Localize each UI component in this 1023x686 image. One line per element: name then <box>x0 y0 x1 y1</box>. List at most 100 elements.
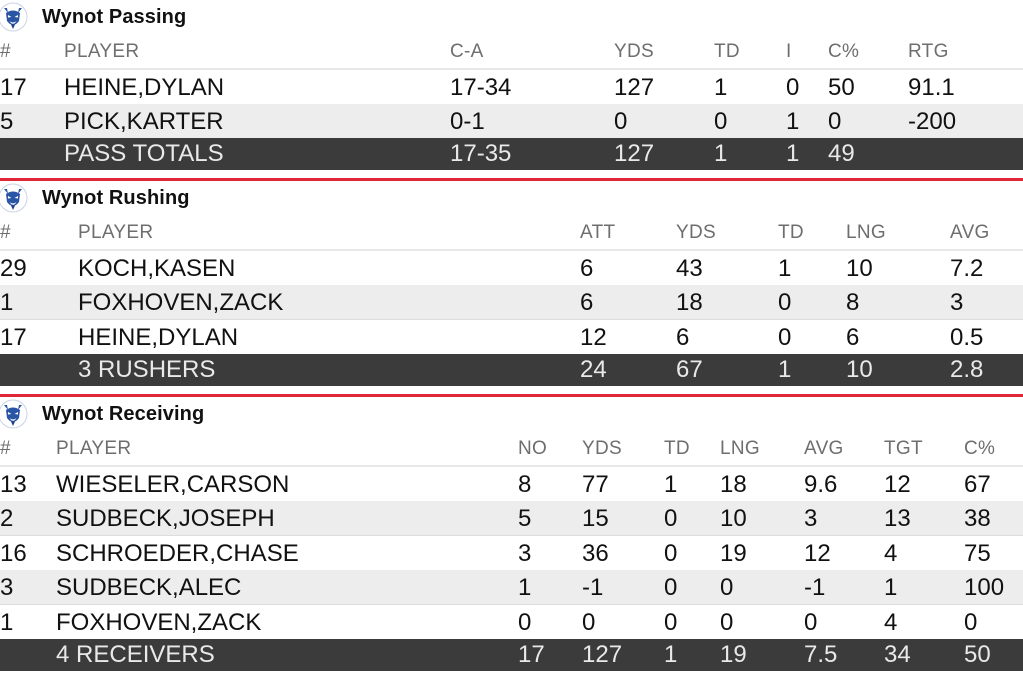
cell-avg: 3 <box>950 289 964 316</box>
cell-lng: 0 <box>720 574 734 601</box>
cell-td: 0 <box>778 289 792 316</box>
cell-att: 6 <box>580 255 594 282</box>
cell-no: 5 <box>518 505 532 532</box>
col-td: TD <box>714 41 740 62</box>
col-player: PLAYER <box>78 222 154 243</box>
cell-td: 0 <box>664 574 678 601</box>
cell-yds: 36 <box>582 540 609 567</box>
col-yds: YDS <box>614 41 654 62</box>
col-rtg: RTG <box>908 41 949 62</box>
cell-avg: 2.8 <box>950 356 984 383</box>
cell-tgt: 4 <box>884 540 898 567</box>
table-row: 13 WIESELER,CARSON 8 77 1 18 9.6 12 67 <box>0 467 1023 501</box>
cell-tgt: 12 <box>884 471 911 498</box>
cell-int: 1 <box>786 108 800 135</box>
cell-rtg: -200 <box>908 108 957 135</box>
cell-yds: 43 <box>676 255 703 282</box>
cell-avg: -1 <box>804 574 826 601</box>
cell-yds: 127 <box>614 74 655 101</box>
table-row: 2 SUDBECK,JOSEPH 5 15 0 10 3 13 38 <box>0 501 1023 535</box>
cell-player: WIESELER,CARSON <box>56 471 290 498</box>
cell-player: PICK,KARTER <box>64 108 224 135</box>
cell-lng: 8 <box>846 289 860 316</box>
table-row: 17 HEINE,DYLAN 17-34 127 1 0 50 91.1 <box>0 70 1023 104</box>
cell-no: 8 <box>518 471 532 498</box>
cell-yds: 0 <box>614 108 628 135</box>
blue-devil-logo-icon <box>0 183 28 213</box>
table-row: 16 SCHROEDER,CHASE 3 36 0 19 12 4 75 <box>0 535 1023 570</box>
col-cpct: C% <box>964 438 996 459</box>
passing-column-headers: # PLAYER C-A YDS TD I C% RTG <box>0 36 1023 70</box>
passing-total-row: PASS TOTALS 17-35 127 1 1 49 <box>0 138 1023 170</box>
cell-yds: 67 <box>676 356 703 383</box>
cell-number: 13 <box>0 471 27 498</box>
col-number: # <box>0 438 11 459</box>
cell-rtg: 91.1 <box>908 74 955 101</box>
passing-section: Wynot Passing # PLAYER C-A YDS TD I C% R… <box>0 0 1023 181</box>
col-lng: LNG <box>720 438 760 459</box>
section-divider <box>0 394 1023 397</box>
cell-yds: 6 <box>676 324 690 351</box>
cell-ca: 17-34 <box>450 74 512 101</box>
receiving-title: Wynot Receiving <box>42 403 205 425</box>
cell-lng: 19 <box>720 641 747 668</box>
cell-yds: -1 <box>582 574 604 601</box>
cell-att: 12 <box>580 324 607 351</box>
table-row: 1 FOXHOVEN,ZACK 0 0 0 0 0 4 0 <box>0 604 1023 639</box>
passing-title: Wynot Passing <box>42 6 187 28</box>
cell-td: 0 <box>778 324 792 351</box>
cell-no: 1 <box>518 574 532 601</box>
cell-number: 1 <box>0 609 14 636</box>
cell-lng: 6 <box>846 324 860 351</box>
cell-cpct: 0 <box>828 108 842 135</box>
cell-player: FOXHOVEN,ZACK <box>78 289 284 316</box>
cell-td: 0 <box>664 540 678 567</box>
col-yds: YDS <box>676 222 716 243</box>
cell-lng: 18 <box>720 471 747 498</box>
cell-number: 29 <box>0 255 27 282</box>
cell-td: 1 <box>664 641 678 668</box>
rushing-title: Wynot Rushing <box>42 187 190 209</box>
cell-tgt: 13 <box>884 505 911 532</box>
col-player: PLAYER <box>64 41 140 62</box>
cell-td: 1 <box>778 356 792 383</box>
col-no: NO <box>518 438 548 459</box>
cell-td: 1 <box>714 74 728 101</box>
cell-td: 1 <box>664 471 678 498</box>
cell-lng: 10 <box>846 255 873 282</box>
receiving-header: Wynot Receiving <box>0 397 1023 433</box>
cell-td: 1 <box>778 255 792 282</box>
cell-td: 0 <box>714 108 728 135</box>
col-att: ATT <box>580 222 616 243</box>
cell-att: 24 <box>580 356 607 383</box>
cell-ca: 0-1 <box>450 108 485 135</box>
col-yds: YDS <box>582 438 622 459</box>
cell-number: 1 <box>0 289 14 316</box>
cell-number: 17 <box>0 324 27 351</box>
cell-player: 3 RUSHERS <box>78 356 216 383</box>
section-divider <box>0 178 1023 181</box>
cell-td: 1 <box>714 140 728 167</box>
cell-player: KOCH,KASEN <box>78 255 236 282</box>
table-row: 29 KOCH,KASEN 6 43 1 10 7.2 <box>0 251 1023 285</box>
receiving-column-headers: # PLAYER NO YDS TD LNG AVG TGT C% <box>0 433 1023 467</box>
cell-cpct: 67 <box>964 471 991 498</box>
cell-td: 0 <box>664 609 678 636</box>
cell-player: FOXHOVEN,ZACK <box>56 609 262 636</box>
cell-no: 0 <box>518 609 532 636</box>
cell-att: 6 <box>580 289 594 316</box>
cell-cpct: 50 <box>828 74 855 101</box>
col-int: I <box>786 41 792 62</box>
cell-yds: 0 <box>582 609 596 636</box>
col-avg: AVG <box>804 438 844 459</box>
cell-int: 0 <box>786 74 800 101</box>
cell-avg: 0.5 <box>950 324 984 351</box>
receiving-section: Wynot Receiving # PLAYER NO YDS TD LNG A… <box>0 397 1023 671</box>
blue-devil-logo-icon <box>0 2 28 32</box>
cell-cpct: 0 <box>964 609 978 636</box>
cell-cpct: 38 <box>964 505 991 532</box>
receiving-total-row: 4 RECEIVERS 17 127 1 19 7.5 34 50 <box>0 639 1023 671</box>
cell-tgt: 1 <box>884 574 898 601</box>
blue-devil-logo-icon <box>0 399 28 429</box>
cell-yds: 15 <box>582 505 609 532</box>
